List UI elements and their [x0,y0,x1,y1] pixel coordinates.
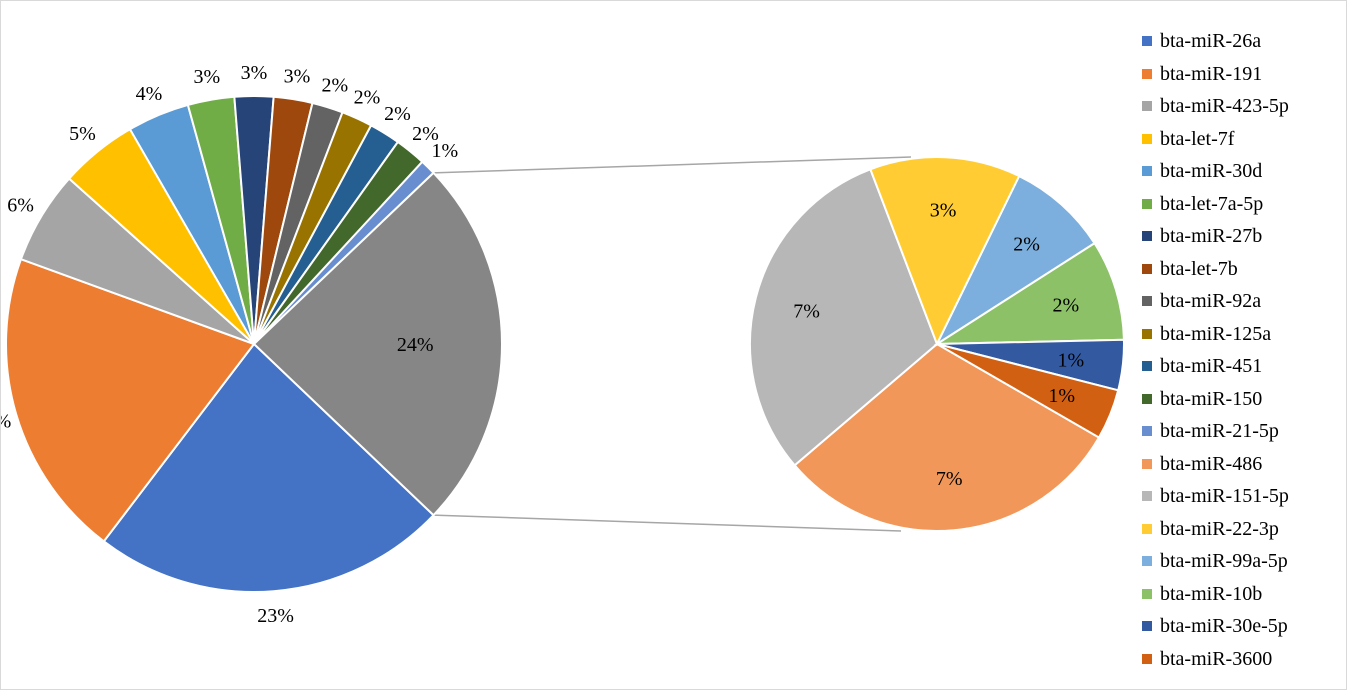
legend-item-bta-mir-21-5p: bta-miR-21-5p [1142,415,1289,448]
slice-bta-mir-3600 [936,343,1120,439]
legend: bta-miR-26a bta-miR-191 bta-miR-423-5p bta-… [1142,25,1289,675]
legend-label: bta-miR-22-3p [1160,517,1279,540]
legend-swatch [1142,361,1152,372]
data-label-bta-mir-423-5p: 6% [7,194,34,216]
data-label-bta-mir-451: 2% [384,103,411,125]
legend-item-bta-mir-92a: bta-miR-92a [1142,285,1289,318]
legend-label: bta-miR-423-5p [1160,95,1289,117]
data-label-bta-mir-10b: 2% [1052,295,1079,317]
legend-swatch [1142,621,1152,632]
legend-item-bta-mir-26a: bta-miR-26a [1142,25,1289,58]
legend-label: bta-miR-451 [1160,355,1263,377]
data-label-bta-mir-99a-5p: 2% [1013,234,1040,256]
legend-label: bta-miR-21-5p [1160,420,1279,442]
legend-item-bta-let-7f: bta-let-7f [1142,123,1289,156]
legend-item-bta-mir-486: bta-miR-486 [1142,448,1289,481]
legend-item-bta-mir-151-5p: bta-miR-151-5p [1142,480,1289,513]
data-label-bta-mir-30d: 4% [136,83,163,105]
legend-label: bta-miR-27b [1160,225,1263,247]
legend-item-bta-mir-30e-5p: bta-miR-30e-5p [1142,610,1289,643]
slice-bta-mir-99a-5p [934,174,1096,347]
data-label-bta-let-7a-5p: 3% [193,66,220,88]
data-label-bta-mir-21-5p: 1% [431,140,458,162]
connector-top-line [433,156,912,174]
data-label-bta-mir-30e-5p: 1% [1057,349,1084,371]
legend-item-bta-mir-3600: bta-miR-3600 [1142,643,1289,676]
legend-label: bta-miR-151-5p [1160,485,1289,507]
data-label-bta-mir-92a: 2% [321,74,348,96]
data-label-bta-mir-150: 2% [412,123,439,145]
legend-item-bta-mir-27b: bta-miR-27b [1142,220,1289,253]
slice-bta-mir-151-5p [749,167,939,467]
legend-label: bta-miR-125a [1160,322,1272,345]
legend-swatch [1142,426,1152,437]
legend-label: bta-let-7f [1160,127,1235,150]
slice-bta-mir-10b [933,241,1125,346]
legend-item-bta-mir-30d: bta-miR-30d [1142,155,1289,188]
legend-swatch [1142,491,1152,502]
data-label-bta-mir-26a: 23% [257,605,294,627]
legend-swatch [1142,133,1152,144]
slice-other [252,171,503,517]
legend-item-bta-mir-423-5p: bta-miR-423-5p [1142,90,1289,123]
legend-item-bta-let-7a-5p: bta-let-7a-5p [1142,188,1289,221]
main-pie [5,95,503,593]
legend-label: bta-miR-10b [1160,582,1263,605]
data-label-bta-mir-151-5p: 7% [793,301,820,323]
data-label-bta-mir-22-3p: 3% [930,200,957,222]
legend-item-bta-mir-451: bta-miR-451 [1142,350,1289,383]
legend-label: bta-miR-486 [1160,452,1263,475]
legend-label: bta-miR-92a [1160,290,1262,312]
legend-swatch [1142,36,1152,47]
legend-swatch [1142,296,1152,307]
legend-item-bta-mir-10b: bta-miR-10b [1142,578,1289,611]
legend-swatch [1142,68,1152,79]
legend-item-bta-mir-22-3p: bta-miR-22-3p [1142,513,1289,546]
legend-swatch [1142,588,1152,599]
legend-item-bta-mir-125a: bta-miR-125a [1142,318,1289,351]
pie-of-pie-chart: 23%20%6%5%4%3%3%3%2%2%2%2%1%24%7%7%3%2%2… [1,62,1125,627]
data-label-bta-mir-27b: 3% [241,62,268,84]
legend-swatch [1142,653,1152,664]
legend-swatch [1142,101,1152,112]
legend-swatch [1142,198,1152,209]
slice-bta-mir-486 [793,342,1101,532]
data-label-bta-mir-486: 7% [936,468,963,490]
legend-swatch [1142,231,1152,242]
data-label-other: 24% [397,334,434,356]
data-label-bta-mir-191: 20% [1,411,11,433]
legend-label: bta-miR-191 [1160,62,1263,85]
legend-item-bta-mir-99a-5p: bta-miR-99a-5p [1142,545,1289,578]
data-label-bta-let-7b: 3% [284,65,311,87]
secondary-pie [749,156,1125,532]
legend-label: bta-miR-30d [1160,160,1263,182]
legend-swatch [1142,393,1152,404]
legend-label: bta-let-7a-5p [1160,192,1264,215]
legend-label: bta-miR-30e-5p [1160,615,1288,637]
data-label-bta-mir-3600: 1% [1048,385,1075,407]
legend-label: bta-miR-3600 [1160,647,1273,670]
slice-bta-mir-26a [102,342,435,593]
slice-bta-mir-191 [5,257,256,543]
legend-swatch [1142,166,1152,177]
slice-bta-mir-22-3p [869,156,1021,347]
data-label-bta-let-7f: 5% [69,123,96,145]
legend-item-bta-mir-191: bta-miR-191 [1142,58,1289,91]
legend-swatch [1142,523,1152,534]
connector-bottom-line [433,514,902,532]
legend-label: bta-let-7b [1160,257,1238,280]
legend-item-bta-let-7b: bta-let-7b [1142,253,1289,286]
data-label-bta-mir-125a: 2% [354,87,381,109]
legend-swatch [1142,328,1152,339]
legend-swatch [1142,263,1152,274]
legend-label: bta-miR-99a-5p [1160,550,1288,572]
legend-swatch [1142,458,1152,469]
legend-item-bta-mir-150: bta-miR-150 [1142,383,1289,416]
legend-label: bta-miR-150 [1160,387,1263,410]
legend-label: bta-miR-26a [1160,30,1262,52]
legend-swatch [1142,556,1152,567]
